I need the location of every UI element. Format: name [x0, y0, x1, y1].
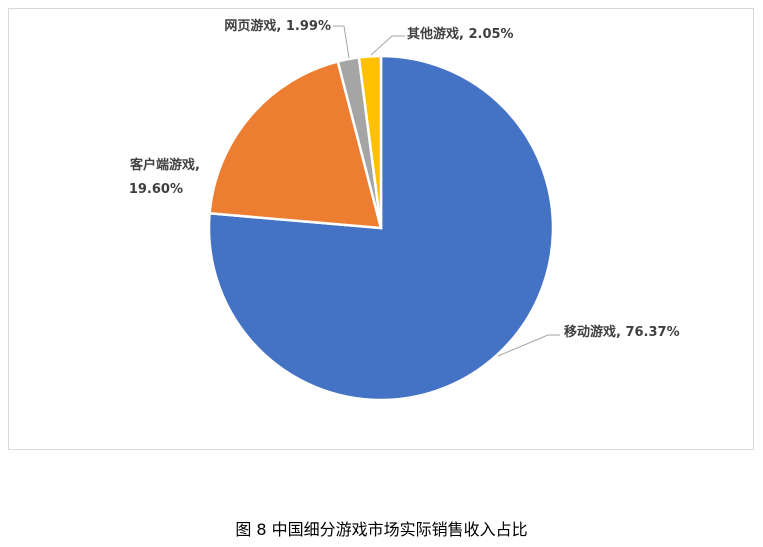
chart-frame [8, 8, 754, 450]
pie-slice-3 [357, 54, 383, 229]
data-label-3: 其他游戏, 2.05% [407, 26, 514, 42]
data-label-1: 客户端游戏, [130, 157, 200, 173]
data-label-2: 网页游戏, 1.99% [224, 18, 331, 34]
leader-line-2 [333, 25, 350, 59]
figure-caption: 图 8 中国细分游戏市场实际销售收入占比 [235, 520, 528, 539]
leader-line-3 [370, 35, 405, 56]
data-label-1: 19.60% [129, 182, 183, 197]
pie-slice-1 [208, 59, 383, 230]
data-label-0: 移动游戏, 76.37% [564, 324, 680, 340]
pie-chart: 移动游戏, 76.37% 客户端游戏, 19.60% 网页游戏, 1.99% 其他游戏,… [129, 18, 680, 402]
leader-line-0 [497, 334, 560, 357]
